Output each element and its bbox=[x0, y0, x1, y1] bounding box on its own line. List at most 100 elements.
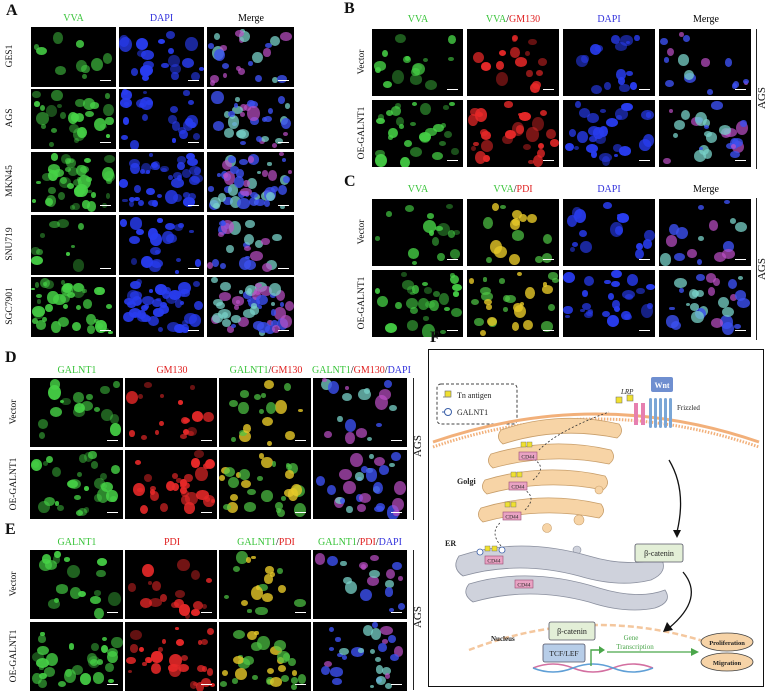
cell-signal bbox=[589, 135, 597, 143]
cell-signal bbox=[190, 570, 201, 581]
cell-signal bbox=[647, 302, 653, 310]
proliferation-ellipse bbox=[700, 632, 754, 652]
cell-signal bbox=[481, 140, 494, 152]
cell-signal bbox=[151, 662, 162, 674]
panel-b-col-merge: Merge bbox=[693, 14, 719, 25]
cell-signal bbox=[285, 463, 293, 471]
cell-signal bbox=[563, 305, 573, 314]
cell-signal bbox=[108, 592, 122, 607]
cell-signal bbox=[730, 143, 737, 150]
cell-signal bbox=[524, 287, 535, 299]
cell-signal bbox=[580, 308, 585, 313]
cell-signal bbox=[77, 222, 85, 231]
cell-signal bbox=[176, 175, 182, 182]
cell-signal bbox=[440, 122, 446, 129]
cell-signal bbox=[142, 661, 147, 667]
panel-e-col3-sep: / bbox=[275, 537, 279, 548]
cell-signal bbox=[290, 677, 299, 684]
cell-signal bbox=[240, 103, 248, 112]
wnt-label: Wnt bbox=[654, 381, 669, 390]
cell-signal bbox=[480, 61, 492, 71]
cell-signal bbox=[584, 311, 593, 318]
cell-signal bbox=[375, 153, 388, 167]
cell-signal bbox=[169, 290, 181, 300]
cell-signal bbox=[481, 292, 493, 301]
cell-signal bbox=[86, 177, 93, 182]
wnt-signal-arrowhead bbox=[673, 530, 681, 538]
cell-signal bbox=[451, 283, 463, 292]
transport-arrow-3 bbox=[538, 411, 610, 451]
cell-signal bbox=[194, 258, 202, 267]
cell-signal bbox=[470, 107, 481, 117]
cell-signal bbox=[271, 461, 277, 467]
cell-signal bbox=[67, 564, 81, 578]
panel-a-col-merge: Merge bbox=[238, 13, 264, 24]
scale-bar bbox=[278, 79, 289, 81]
scale-bar bbox=[391, 511, 402, 513]
cell-signal bbox=[587, 309, 593, 314]
cell-signal bbox=[192, 682, 199, 687]
cell-signal bbox=[268, 107, 273, 114]
cell-signal bbox=[134, 459, 142, 466]
cell-signal bbox=[238, 402, 249, 414]
scale-bar bbox=[107, 439, 118, 441]
cell-signal bbox=[206, 668, 214, 676]
cell-signal bbox=[636, 243, 644, 251]
er-label: ER bbox=[445, 539, 456, 548]
cell-signal bbox=[157, 647, 163, 652]
scale-bar bbox=[639, 88, 650, 90]
cell-signal bbox=[222, 73, 227, 79]
scale-bar bbox=[188, 141, 199, 143]
cell-signal bbox=[256, 135, 263, 142]
cell-signal bbox=[52, 554, 61, 565]
cell-signal bbox=[33, 308, 44, 320]
cell-signal bbox=[234, 668, 248, 681]
vesicle-5 bbox=[594, 485, 604, 495]
cell-signal bbox=[276, 74, 287, 83]
cell-signal bbox=[150, 490, 159, 502]
cell-signal bbox=[207, 628, 215, 636]
cell-signal bbox=[245, 557, 251, 563]
panel-b-row-label: Vector bbox=[357, 49, 367, 74]
cell-signal bbox=[131, 296, 143, 307]
cell-signal bbox=[261, 170, 268, 177]
cell-signal bbox=[101, 408, 114, 421]
cell-signal bbox=[174, 590, 185, 598]
cell-signal bbox=[274, 501, 284, 511]
cell-signal bbox=[565, 142, 575, 151]
cell-signal bbox=[332, 678, 342, 685]
cell-signal bbox=[236, 197, 250, 210]
panel-e-col3-part1: GALNT1 bbox=[237, 537, 276, 548]
cell-signal bbox=[265, 402, 277, 415]
cell-signal bbox=[691, 310, 704, 324]
cell-signal bbox=[240, 140, 247, 146]
cell-signal bbox=[203, 411, 214, 423]
cell-signal bbox=[40, 631, 45, 637]
cell-signal bbox=[179, 604, 191, 616]
cell-signal bbox=[253, 393, 261, 400]
panel-a-micrograph bbox=[119, 152, 204, 212]
cell-signal bbox=[378, 465, 390, 476]
cell-signal bbox=[212, 312, 223, 324]
cell-signal bbox=[211, 90, 224, 104]
golgi-cd44-tn-2 bbox=[526, 441, 533, 448]
cell-signal bbox=[280, 118, 291, 130]
panel-e-col4-part2: PDI bbox=[359, 537, 376, 548]
cell-signal bbox=[410, 147, 423, 158]
cell-signal bbox=[90, 659, 99, 667]
cell-signal bbox=[89, 102, 99, 109]
cell-signal bbox=[42, 316, 47, 322]
cell-signal bbox=[700, 57, 711, 67]
cell-signal bbox=[291, 483, 303, 497]
cell-signal bbox=[71, 283, 85, 298]
transport-arrow-1 bbox=[524, 489, 532, 511]
cell-signal bbox=[254, 283, 263, 289]
cell-signal bbox=[265, 43, 272, 49]
cell-signal bbox=[220, 219, 226, 225]
cell-signal bbox=[193, 600, 204, 610]
scale-bar bbox=[188, 267, 199, 269]
cell-signal bbox=[479, 286, 492, 295]
cell-signal bbox=[82, 74, 87, 80]
cell-signal bbox=[399, 124, 404, 129]
panel-a-micrograph bbox=[119, 215, 204, 275]
